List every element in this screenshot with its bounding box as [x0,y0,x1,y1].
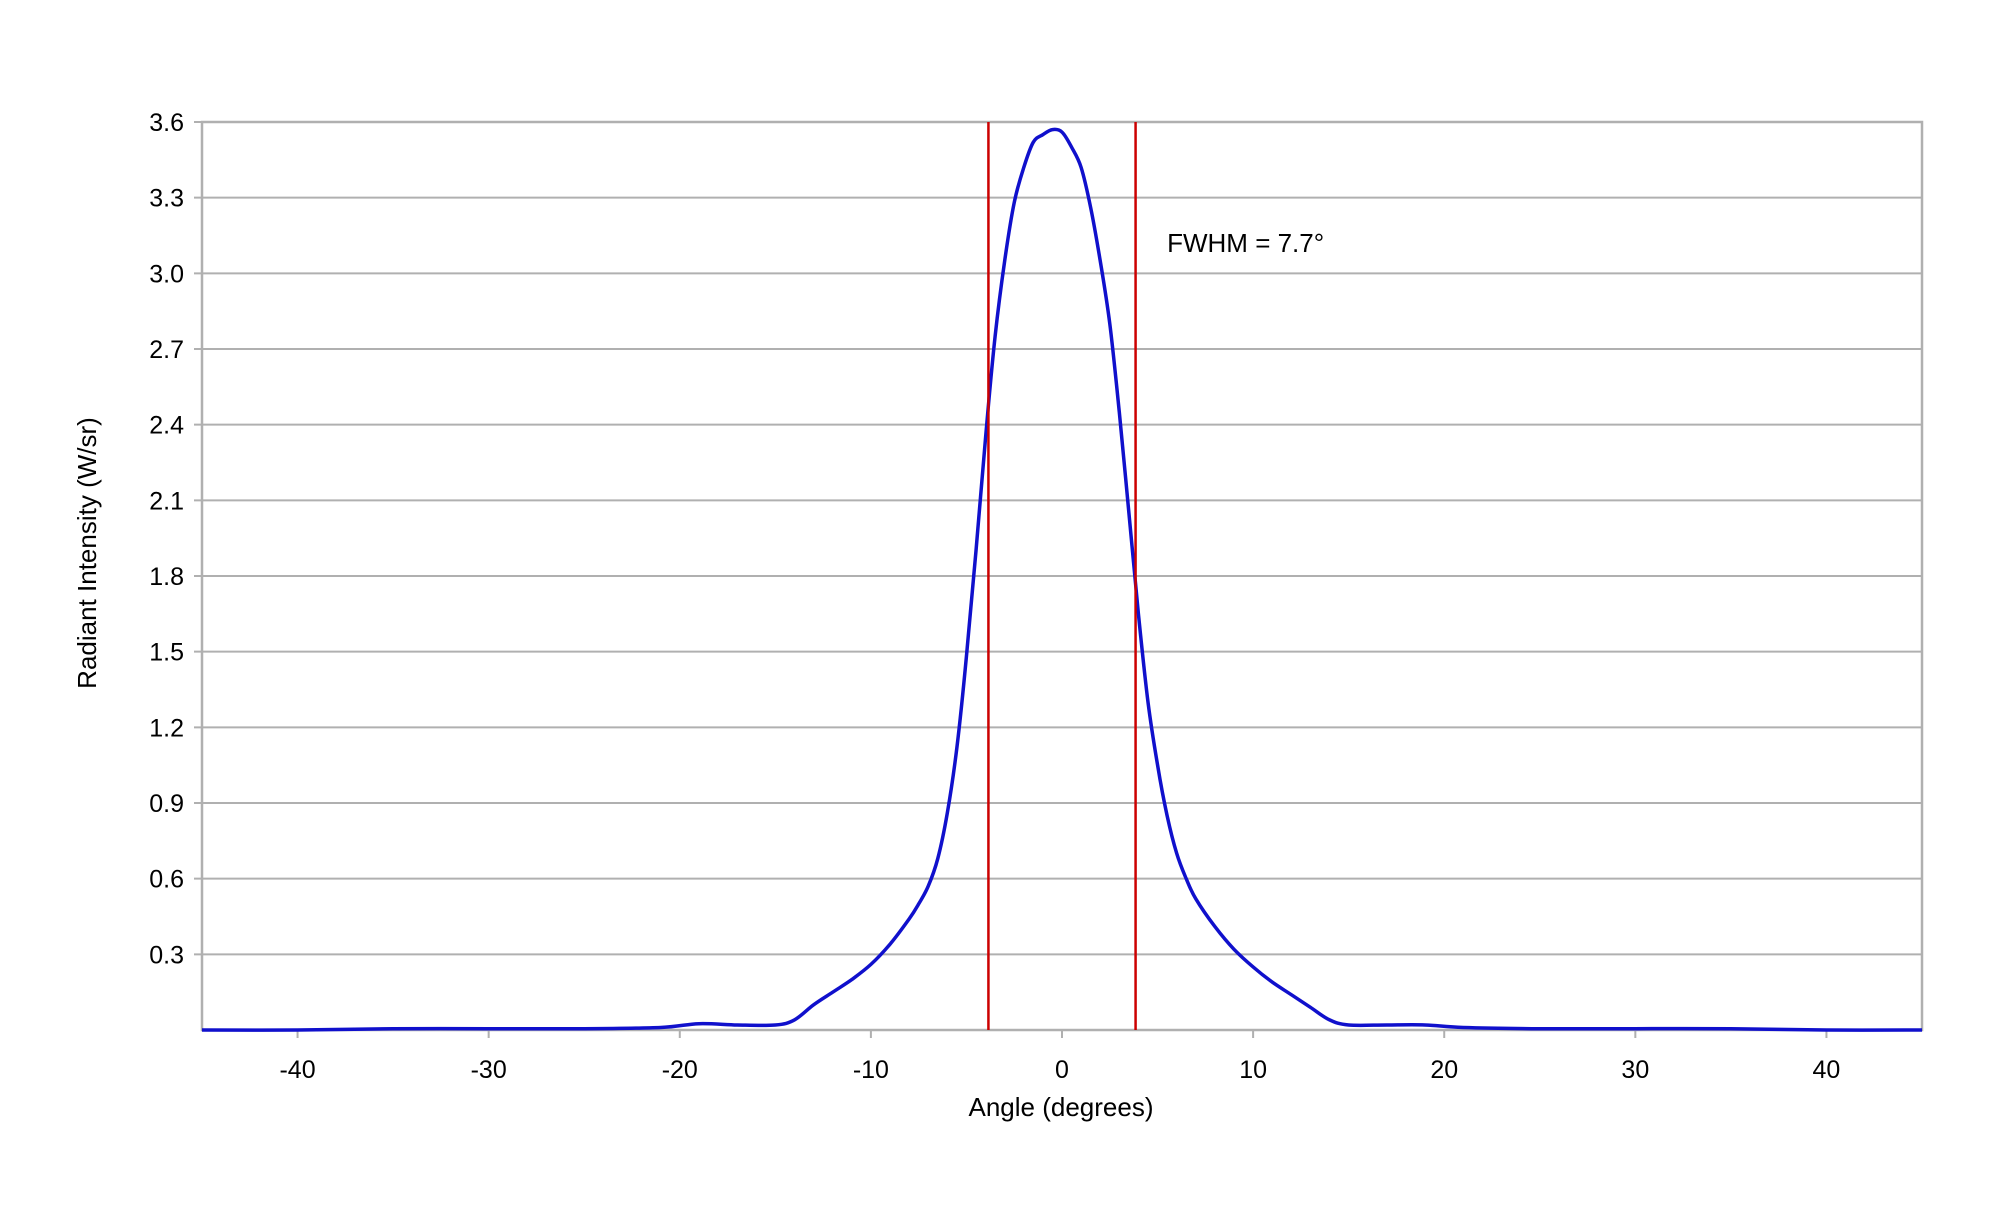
plot-frame [200,120,1924,1038]
x-tick-label: 30 [1621,1056,1649,1084]
y-tick-label: 0.3 [149,941,184,969]
y-axis-ticks: 0.3 0.6 0.9 1.2 1.5 1.8 2.1 2.4 2.7 3.0 3.3 3.6 [149,109,184,969]
x-tick-label: -20 [662,1056,698,1084]
y-tick-label: 3.0 [149,260,184,288]
gridlines [194,121,1922,956]
y-tick-label: 1.8 [149,563,184,591]
y-tick-label: 2.1 [149,487,184,515]
y-tick-label: 0.9 [149,790,184,818]
x-tick-label: -30 [471,1056,507,1084]
y-tick-label: 3.3 [149,185,184,213]
y-tick-label: 1.5 [149,639,184,667]
intensity-curve [201,127,1923,1032]
y-tick-label: 2.4 [149,412,184,440]
series-layer [201,127,1923,1032]
x-tick-label: 10 [1239,1056,1267,1084]
x-axis-title: Angle (degrees) [969,1092,1154,1122]
x-tick-label: -40 [279,1056,315,1084]
fwhm-annotation: FWHM = 7.7° [1167,228,1324,258]
y-axis-title: Radiant Intensity (W/sr) [72,417,102,689]
annotations: FWHM = 7.7° [1167,228,1324,258]
x-tick-label: -10 [853,1056,889,1084]
x-tick-label: 0 [1055,1056,1069,1084]
y-tick-label: 0.6 [149,866,184,894]
x-tick-label: 40 [1813,1056,1841,1084]
reference-lines [987,122,1137,1030]
y-tick-label: 2.7 [149,336,184,364]
y-tick-label: 1.2 [149,714,184,742]
x-axis-ticks: -40 -30 -20 -10 0 10 20 30 40 [279,1056,1840,1084]
x-tick-label: 20 [1430,1056,1458,1084]
y-tick-label: 3.6 [149,109,184,137]
